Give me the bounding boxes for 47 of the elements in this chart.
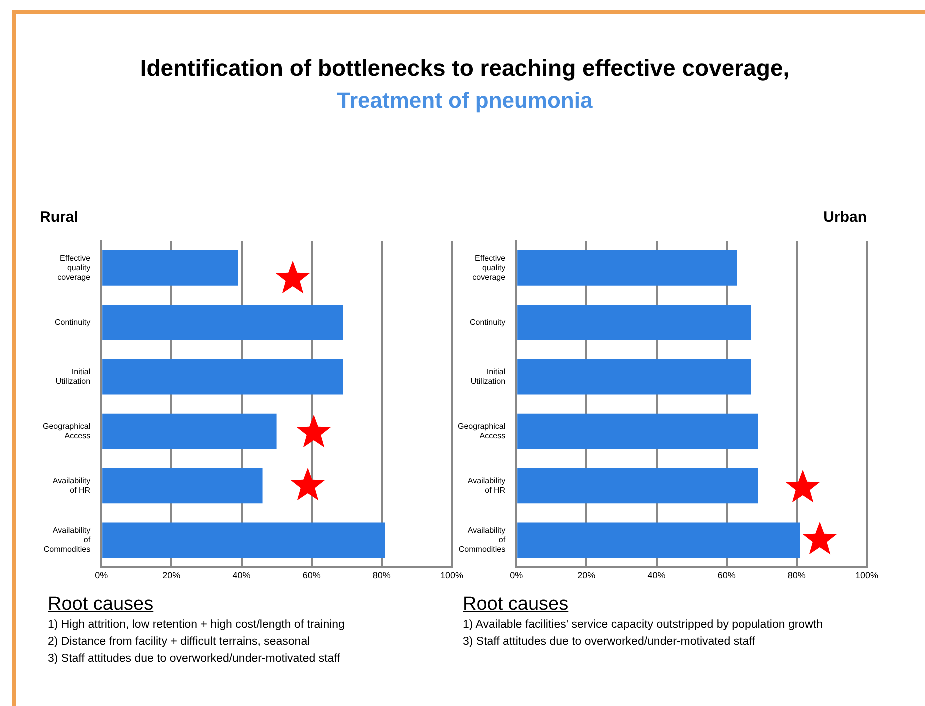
bar [518, 414, 758, 450]
x-tick-label: 0% [95, 570, 108, 580]
x-tick-label: 40% [648, 570, 666, 580]
bar [102, 468, 263, 504]
x-tick-label: 40% [232, 570, 251, 580]
x-tick-label: 80% [372, 570, 391, 580]
text: Identification of bottlenecks to reaching effective coverage, [139, 55, 791, 82]
bar [518, 250, 738, 286]
y-tick-label: Continuity [470, 318, 506, 327]
y-tick-label: Effective quality coverage [472, 254, 506, 282]
y-tick-label: Initial Utilization [56, 367, 91, 386]
bar [102, 304, 344, 340]
x-tick-label: 0% [510, 570, 524, 580]
text: 1) High attrition, low retention + high cost/length of training [48, 619, 345, 631]
x-tick-label: 60% [718, 570, 736, 580]
y-tick-label: Availability of Commodities [458, 526, 506, 554]
y-tick-label: Effective quality coverage [58, 254, 92, 282]
bar [518, 359, 752, 395]
text: 3) Staff attitudes due to overworked/under-motivated staff [463, 635, 756, 650]
y-tick-label: Initial Utilization [470, 367, 506, 386]
text: 2) Distance from facility + difficult terrains, seasonal [48, 636, 310, 648]
chart-title: Urban [824, 209, 867, 226]
text: 3) Staff attitudes due to overworked/under-motivated staff [48, 652, 342, 667]
x-tick-label: 20% [578, 570, 596, 580]
bar [102, 250, 238, 286]
y-tick-label: Availability of HR [468, 476, 506, 495]
bar [518, 304, 752, 340]
bar [518, 522, 800, 558]
y-tick-label: Geographical Access [458, 422, 506, 441]
y-tick-label: Availability of HR [52, 476, 91, 495]
text: Root causes [463, 593, 570, 617]
x-tick-label: 60% [302, 570, 321, 580]
chart-title: Rural [40, 209, 78, 226]
bar [102, 522, 386, 558]
y-tick-label: Geographical Access [42, 422, 91, 441]
text: Root causes [48, 594, 154, 615]
x-tick-label: 80% [788, 570, 806, 580]
x-tick-label: 100% [855, 570, 879, 580]
bar [102, 414, 277, 450]
bar [518, 468, 758, 504]
y-tick-label: Availability of Commodities [44, 526, 92, 554]
text: 1) Available facilities' service capacity outstripped by population growth [463, 618, 824, 633]
x-tick-label: 100% [440, 570, 464, 580]
y-tick-label: Continuity [55, 318, 91, 327]
text: Treatment of pneumonia [336, 88, 594, 114]
bar [102, 359, 344, 395]
x-tick-label: 20% [162, 570, 181, 580]
